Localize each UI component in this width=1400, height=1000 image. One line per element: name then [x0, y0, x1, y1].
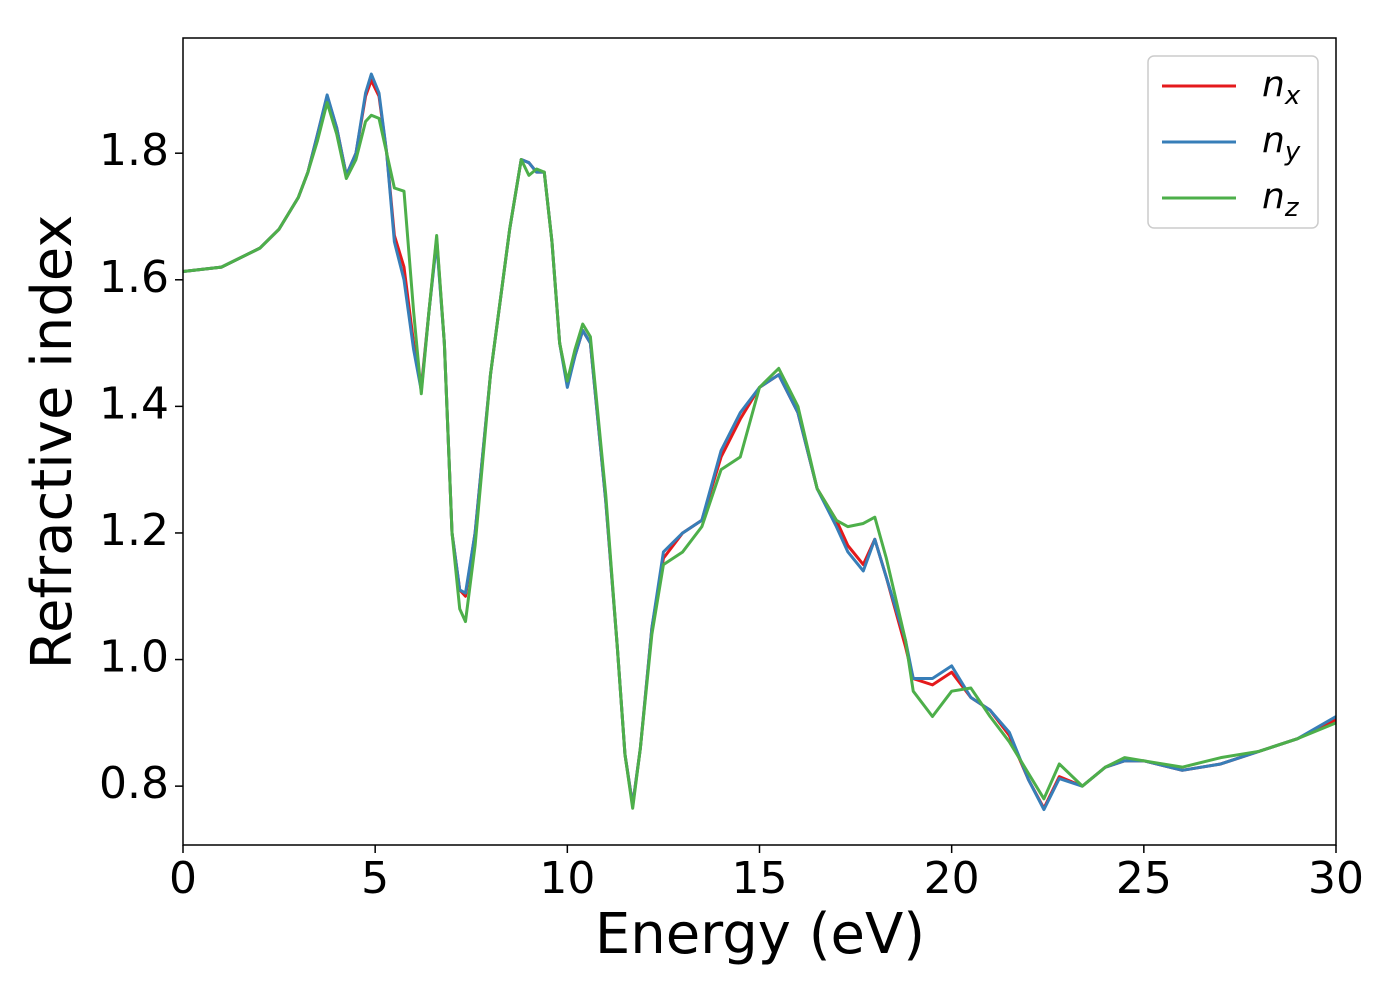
plot-frame: [182, 37, 1337, 846]
x-tick-label: 30: [1308, 853, 1364, 904]
x-axis-label: Energy (eV): [595, 902, 925, 967]
x-tick-label: 10: [539, 853, 595, 904]
x-tick-label: 15: [732, 853, 788, 904]
y-tick-label: 1.0: [99, 632, 169, 683]
y-tick-label: 1.6: [99, 252, 169, 303]
y-tick-label: 1.8: [99, 125, 169, 176]
legend-label: nz: [1262, 176, 1300, 223]
x-tick-label: 25: [1116, 853, 1172, 904]
y-tick-label: 1.4: [99, 378, 169, 429]
legend-label: nx: [1262, 64, 1301, 111]
legend-label: ny: [1262, 120, 1301, 167]
line-series: [183, 101, 1336, 810]
y-tick-label: 0.8: [99, 758, 169, 809]
x-tick-label: 20: [924, 853, 980, 904]
x-tick-label: 0: [169, 853, 197, 904]
y-tick-label: 1.2: [99, 505, 169, 556]
y-axis-label: Refractive index: [20, 215, 85, 670]
x-tick-label: 5: [361, 853, 389, 904]
